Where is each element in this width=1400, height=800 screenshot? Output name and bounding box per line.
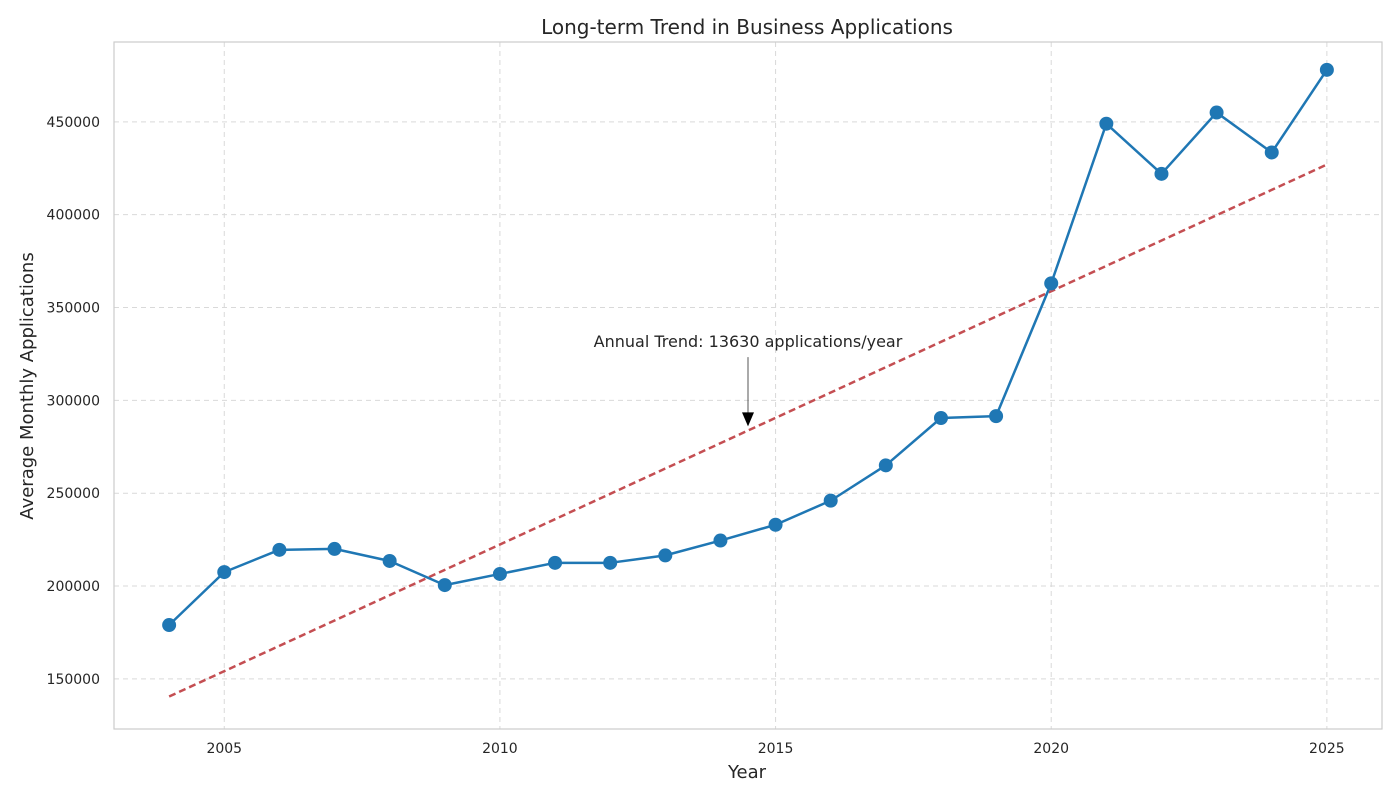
series-line [168,69,1328,626]
annotation-text: Annual Trend: 13630 applications/year [594,332,903,351]
x-axis-title: Year [727,762,767,783]
annotation: Annual Trend: 13630 applications/year [594,332,903,427]
x-tick-label: 2005 [206,741,242,757]
data-point [217,565,232,580]
data-point [1099,116,1114,131]
data-point [382,553,397,568]
tick-labels: 2005 2010 2015 2020 2025 150000 200000 250000 30… [47,115,1345,757]
y-tick-label: 150000 [47,672,100,688]
trend-layer [168,163,1328,698]
data-point [1264,145,1279,160]
y-tick-label: 350000 [47,301,100,317]
data-point [1209,105,1224,120]
data-point [1154,166,1169,181]
y-tick-label: 250000 [47,486,100,502]
x-tick-label: 2020 [1033,741,1069,757]
x-tick-label: 2015 [758,741,794,757]
data-point [603,555,618,570]
x-tick-label: 2025 [1309,741,1345,757]
y-tick-label: 200000 [47,579,100,595]
annotation-arrow-head [742,412,754,427]
x-tick-label: 2010 [482,741,518,757]
plot-frame [113,41,1383,730]
data-point [327,541,342,556]
series-layer [162,62,1334,633]
data-point [989,409,1004,424]
chart-title: Long-term Trend in Business Applications [541,15,953,39]
y-tick-label: 400000 [47,208,100,224]
data-point [548,555,563,570]
y-tick-label: 300000 [47,393,100,409]
y-tick-label: 450000 [47,115,100,131]
data-point [878,458,893,473]
data-point [492,566,507,581]
data-point [1044,276,1059,291]
data-point [933,410,948,425]
data-point [713,533,728,548]
data-point [1319,62,1334,77]
data-point [658,548,673,563]
data-point [162,618,177,633]
data-point [768,517,783,532]
data-point [272,542,287,557]
trend-line [168,163,1328,698]
y-axis-title: Average Monthly Applications [17,252,38,519]
data-point [437,578,452,593]
data-point [823,493,838,508]
